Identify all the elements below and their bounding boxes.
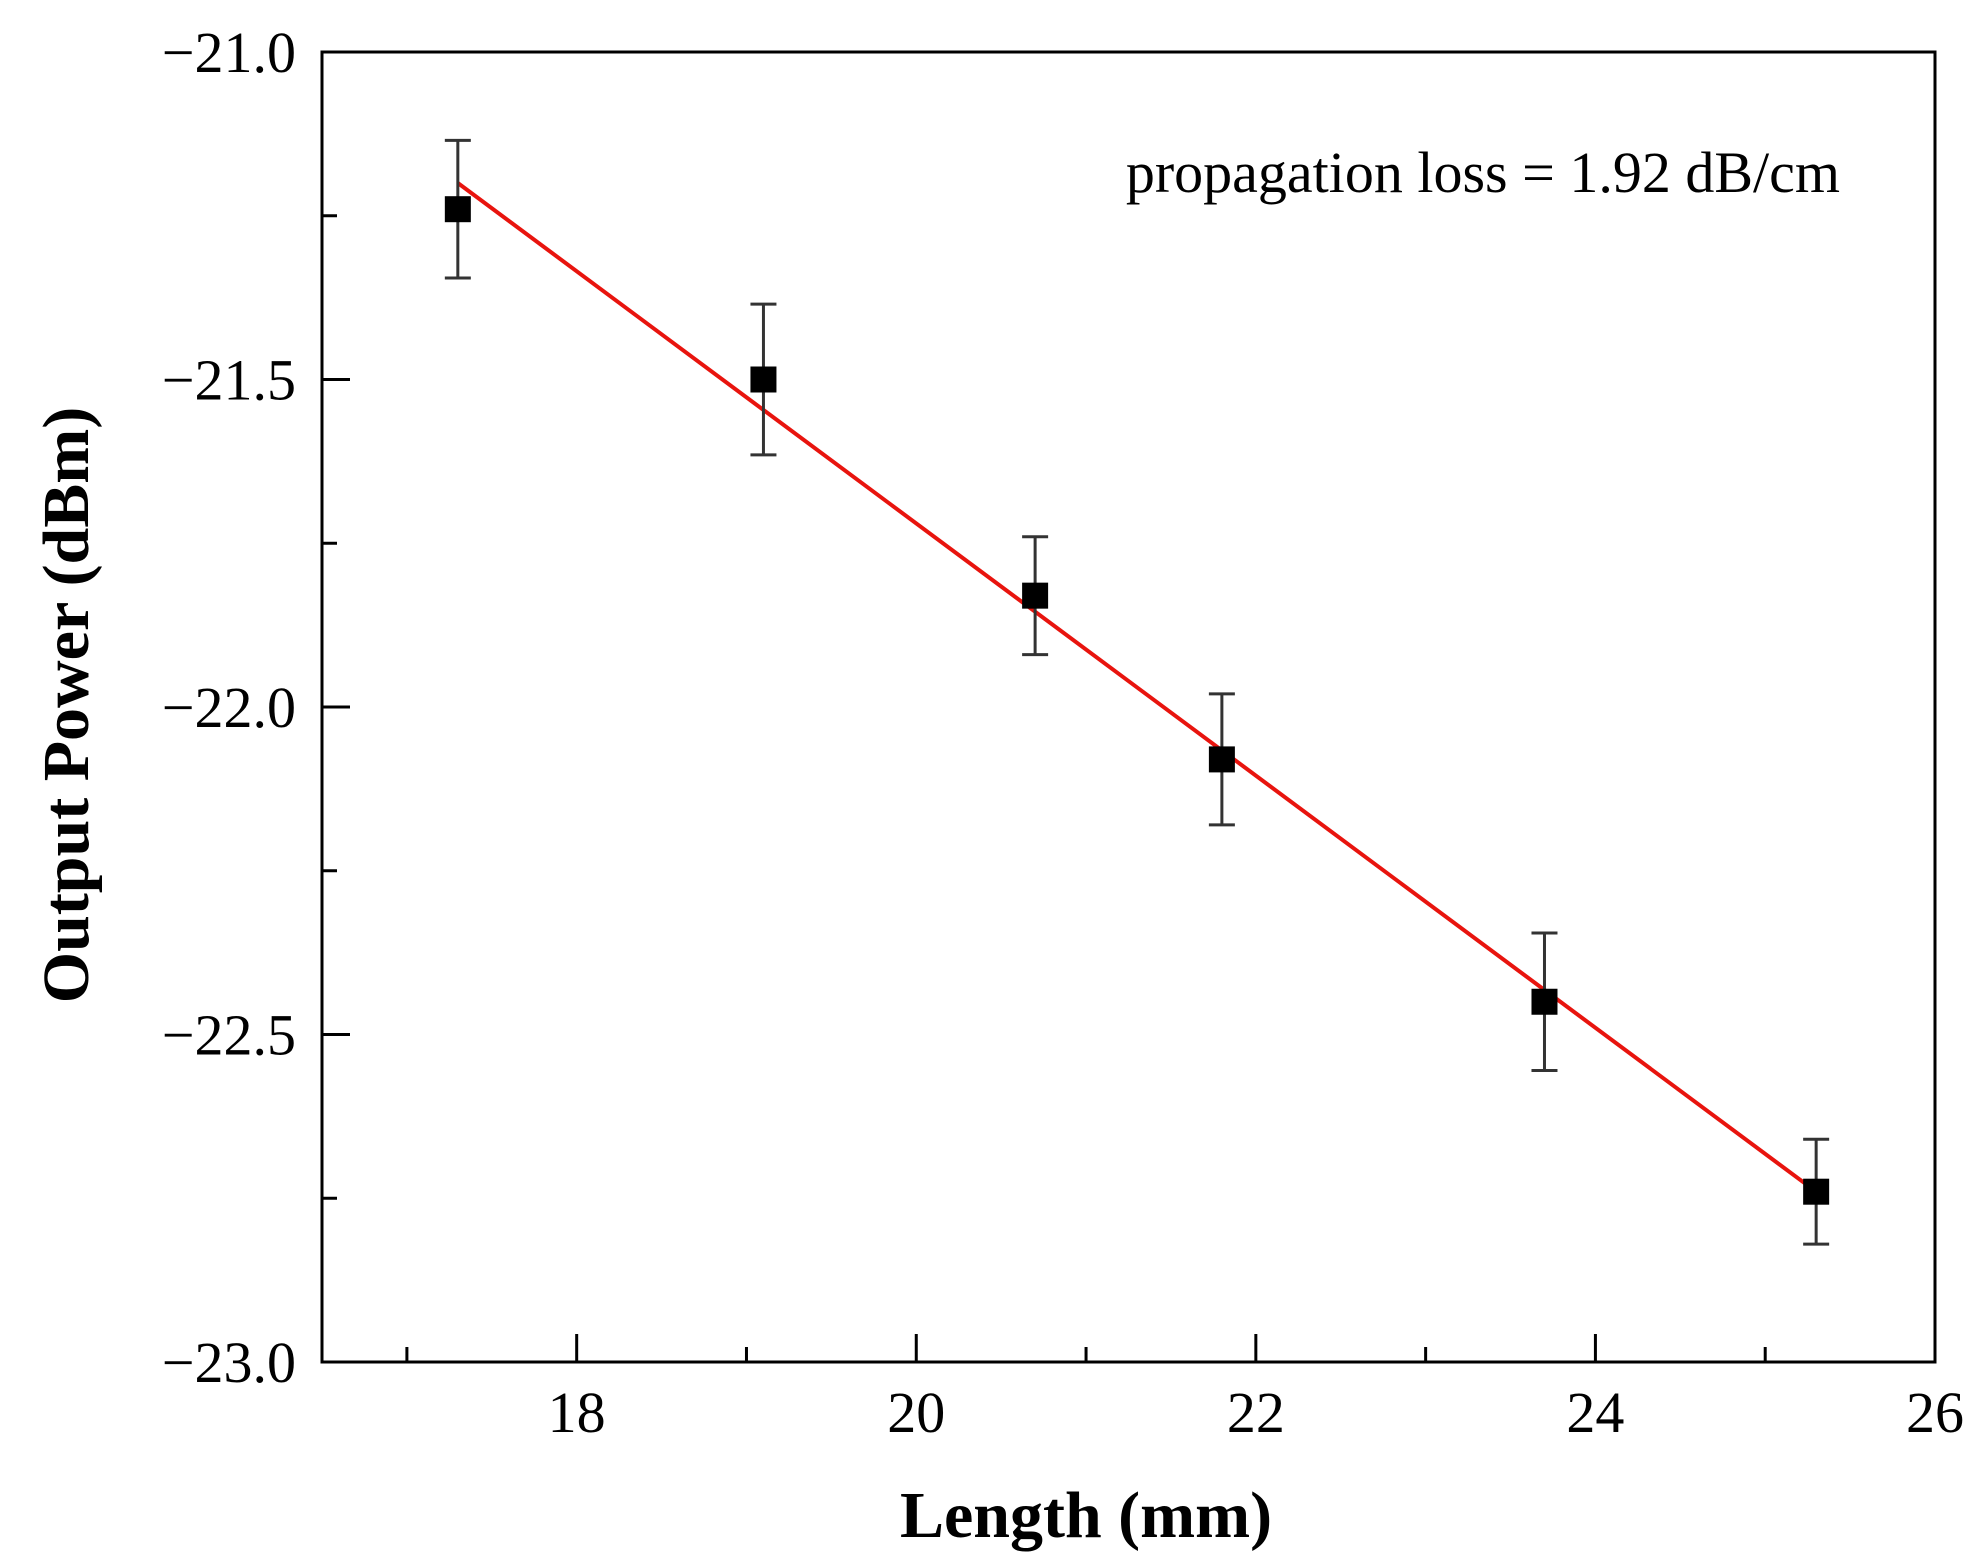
- x-tick-label: 18: [548, 1380, 606, 1445]
- fit-layer: [456, 181, 1818, 1194]
- data-point: [750, 366, 777, 393]
- data-point: [1208, 746, 1235, 773]
- axis-ticks: [322, 50, 1937, 1364]
- data-point: [1022, 582, 1049, 609]
- x-tick-label: 26: [1906, 1380, 1964, 1445]
- y-tick-label: −22.5: [162, 1003, 296, 1068]
- x-tick-label: 20: [887, 1380, 945, 1445]
- fit-line: [456, 181, 1818, 1194]
- data-point: [1531, 988, 1558, 1015]
- data-point: [444, 196, 471, 223]
- x-tick-labels: 18 20 22 24 26: [548, 1380, 1964, 1445]
- y-tick-label: −21.5: [162, 348, 296, 413]
- y-tick-label: −22.0: [162, 675, 296, 740]
- plot-frame: [320, 50, 1937, 1364]
- data-points: [444, 196, 1830, 1205]
- axes-frame: [320, 50, 1937, 1364]
- x-tick-label: 22: [1227, 1380, 1285, 1445]
- y-tick-label: −21.0: [162, 20, 296, 85]
- data-point: [1803, 1178, 1830, 1205]
- y-axis-title: Output Power (dBm): [30, 407, 103, 1003]
- y-tick-labels: −23.0 −22.5 −22.0 −21.5 −21.0: [162, 20, 296, 1395]
- y-tick-label: −23.0: [162, 1330, 296, 1395]
- annotation: propagation loss = 1.92 dB/cm: [1126, 140, 1840, 205]
- x-tick-label: 24: [1566, 1380, 1624, 1445]
- error-bars: [444, 138, 1830, 1246]
- x-axis-title: Length (mm): [900, 1479, 1272, 1552]
